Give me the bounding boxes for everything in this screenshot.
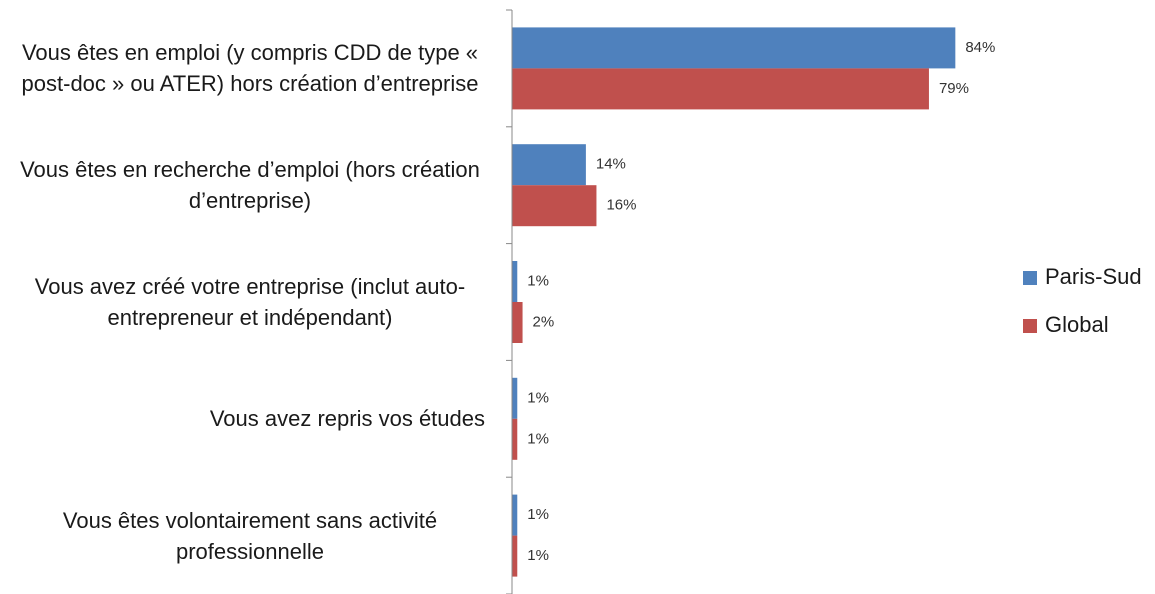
bar [512, 377, 518, 419]
bar [512, 302, 523, 343]
value-label: 1% [527, 506, 549, 523]
legend-label: Paris-Sud [1045, 264, 1142, 289]
category-label: Vous avez repris vos études [10, 360, 485, 477]
value-label: 1% [527, 547, 549, 564]
category-text: Vous avez créé votre entreprise (inclut … [34, 273, 466, 330]
category-label: Vous êtes volontairement sans activité p… [10, 477, 485, 594]
category-text: Vous avez repris vos études [209, 406, 485, 432]
bar [512, 185, 597, 227]
value-label: 79% [939, 80, 969, 97]
bar [512, 27, 956, 69]
value-label: 1% [527, 389, 549, 406]
value-label: 84% [965, 39, 995, 56]
category-label: Vous êtes en recherche d’emploi (hors cr… [10, 127, 485, 244]
value-label: 14% [596, 156, 626, 173]
value-label: 1% [527, 272, 549, 289]
category-text: Vous êtes en emploi (y compris CDD de ty… [21, 40, 479, 97]
bar [512, 494, 518, 536]
category-text: Vous êtes en recherche d’emploi (hors cr… [20, 157, 480, 214]
bar [512, 418, 518, 460]
category-text: Vous êtes volontairement sans activité p… [62, 507, 438, 564]
legend-swatch [1023, 319, 1037, 333]
value-label: 2% [533, 313, 555, 330]
value-label: 1% [527, 430, 549, 447]
category-label: Vous avez créé votre entreprise (inclut … [10, 244, 485, 361]
bar [512, 535, 518, 577]
legend-swatch [1023, 271, 1037, 285]
value-label: 16% [606, 197, 636, 214]
bar [512, 144, 586, 186]
bar [512, 261, 518, 302]
category-label: Vous êtes en emploi (y compris CDD de ty… [10, 10, 485, 127]
bar [512, 68, 929, 110]
legend-label: Global [1045, 312, 1109, 337]
